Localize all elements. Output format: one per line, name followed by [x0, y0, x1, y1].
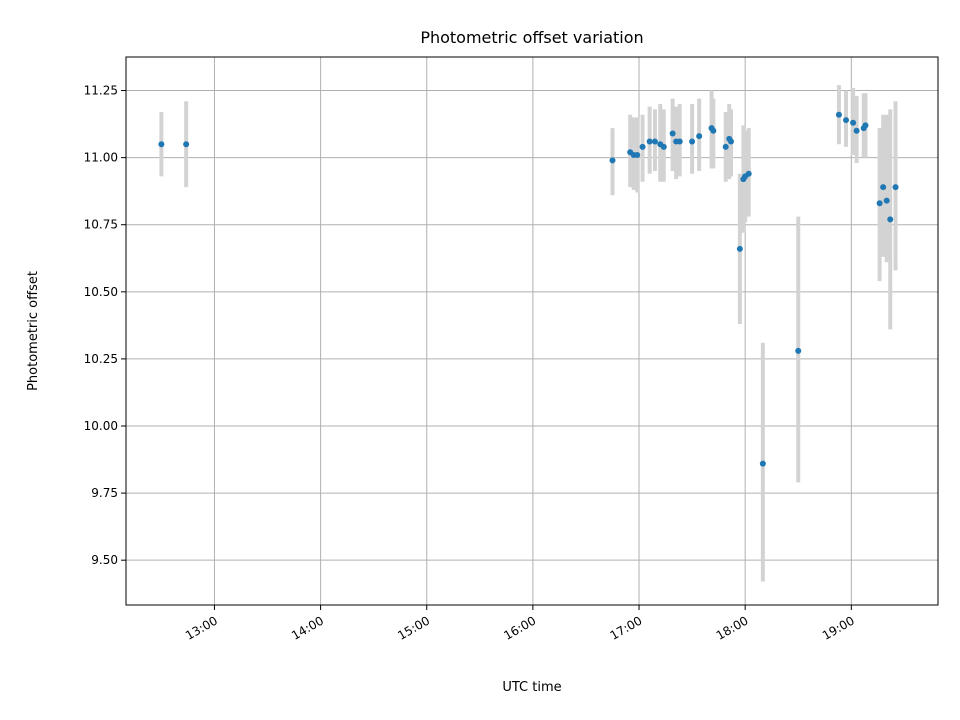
data-point — [736, 245, 743, 252]
y-tick-label: 10.75 — [84, 218, 118, 232]
data-point — [876, 200, 883, 207]
data-point — [843, 117, 850, 124]
data-point — [183, 141, 190, 148]
data-point — [853, 127, 860, 134]
y-axis-label: Photometric offset — [26, 271, 41, 391]
data-point — [880, 184, 887, 191]
data-point — [158, 141, 165, 148]
data-point — [609, 157, 616, 164]
gridlines — [126, 57, 938, 605]
data-point — [639, 143, 646, 150]
y-tick-label: 10.25 — [84, 352, 118, 366]
y-tick-label: 9.75 — [91, 486, 118, 500]
data-point — [728, 138, 735, 145]
chart-title: Photometric offset variation — [420, 28, 643, 47]
data-point — [892, 184, 899, 191]
y-tick-label: 11.25 — [84, 84, 118, 98]
plot-area — [126, 57, 938, 605]
data-point — [710, 127, 717, 134]
data-points — [158, 111, 899, 467]
x-axis-label: UTC time — [502, 680, 561, 695]
data-point — [669, 130, 676, 137]
plot-frame — [125, 56, 939, 606]
y-tick-label: 9.50 — [91, 553, 118, 567]
data-point — [883, 197, 890, 204]
data-point — [887, 216, 894, 223]
y-tick-label: 10.00 — [84, 419, 118, 433]
y-axis: 9.50 9.75 10.00 10.25 10.50 10.75 11.00 11.25 — [84, 84, 126, 567]
data-point — [745, 170, 752, 177]
data-point — [850, 119, 857, 126]
data-point — [759, 460, 766, 467]
y-tick-label: 11.00 — [84, 151, 118, 165]
y-tick-label: 10.50 — [84, 285, 118, 299]
data-point — [634, 151, 641, 158]
data-point — [651, 138, 658, 145]
data-point — [660, 143, 667, 150]
data-point — [646, 138, 653, 145]
data-point — [795, 347, 802, 354]
data-point — [676, 138, 683, 145]
data-point — [722, 143, 729, 150]
data-point — [862, 122, 869, 129]
data-point — [835, 111, 842, 118]
data-point — [689, 138, 696, 145]
data-point — [696, 133, 703, 140]
